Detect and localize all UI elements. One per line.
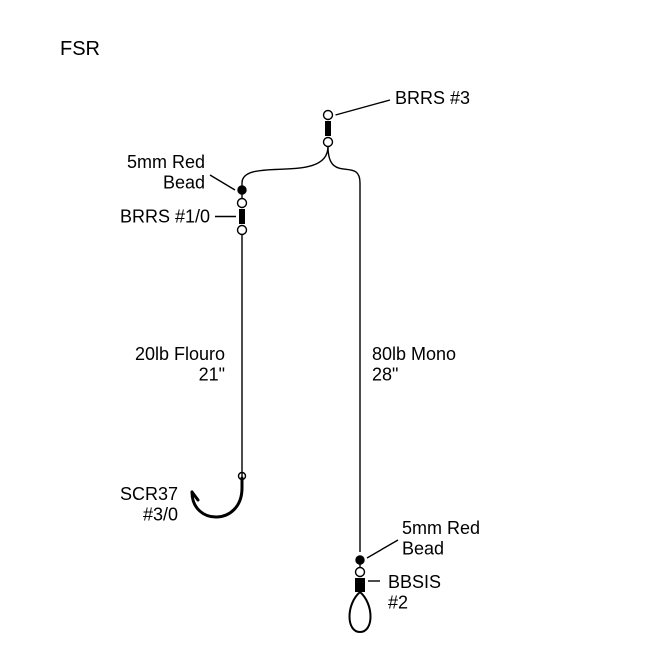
rig-line bbox=[328, 147, 360, 184]
bead-bottom-icon bbox=[356, 556, 364, 564]
flouro-label: 20lb Flouro21" bbox=[135, 344, 225, 385]
rig-line bbox=[238, 199, 247, 208]
svg-text:5mm Red: 5mm Red bbox=[127, 152, 205, 172]
bbsis-label: BBSIS#2 bbox=[388, 572, 441, 613]
svg-text:BBSIS: BBSIS bbox=[388, 572, 441, 592]
rig-line bbox=[336, 100, 391, 115]
brrs3-label: BRRS #3 bbox=[395, 88, 470, 108]
svg-text:#3/0: #3/0 bbox=[143, 505, 178, 525]
svg-text:SCR37: SCR37 bbox=[120, 484, 178, 504]
svg-text:80lb Mono: 80lb Mono bbox=[372, 344, 456, 364]
svg-text:BRRS #1/0: BRRS #1/0 bbox=[120, 207, 210, 227]
rig-line bbox=[325, 121, 331, 136]
scr37-label: SCR37#3/0 bbox=[120, 484, 178, 525]
bead-bottom-label: 5mm RedBead bbox=[402, 518, 480, 559]
rig-line bbox=[367, 540, 398, 558]
mono-label: 80lb Mono28" bbox=[372, 344, 456, 385]
brrs10-label: BRRS #1/0 bbox=[120, 207, 210, 227]
rig-line bbox=[350, 592, 371, 632]
bead-top-icon bbox=[238, 186, 246, 194]
title-label: FSR bbox=[60, 38, 100, 60]
svg-text:FSR: FSR bbox=[60, 38, 100, 60]
svg-text:Bead: Bead bbox=[402, 539, 444, 559]
svg-text:28": 28" bbox=[372, 365, 398, 385]
rig-line bbox=[238, 226, 247, 235]
hook-icon bbox=[192, 478, 242, 517]
rig-line bbox=[210, 175, 235, 190]
rig-line bbox=[239, 209, 245, 224]
snap-swivel-icon bbox=[355, 578, 365, 592]
svg-text:Bead: Bead bbox=[163, 173, 205, 193]
top-ring-icon bbox=[324, 111, 333, 120]
bead-top-label: 5mm RedBead bbox=[127, 152, 205, 193]
rig-line bbox=[324, 138, 333, 147]
svg-text:BRRS #3: BRRS #3 bbox=[395, 88, 470, 108]
svg-text:5mm Red: 5mm Red bbox=[402, 518, 480, 538]
svg-text:21": 21" bbox=[199, 365, 225, 385]
svg-text:20lb Flouro: 20lb Flouro bbox=[135, 344, 225, 364]
rig-line bbox=[356, 568, 365, 577]
rig-line bbox=[242, 147, 328, 184]
svg-text:#2: #2 bbox=[388, 593, 408, 613]
